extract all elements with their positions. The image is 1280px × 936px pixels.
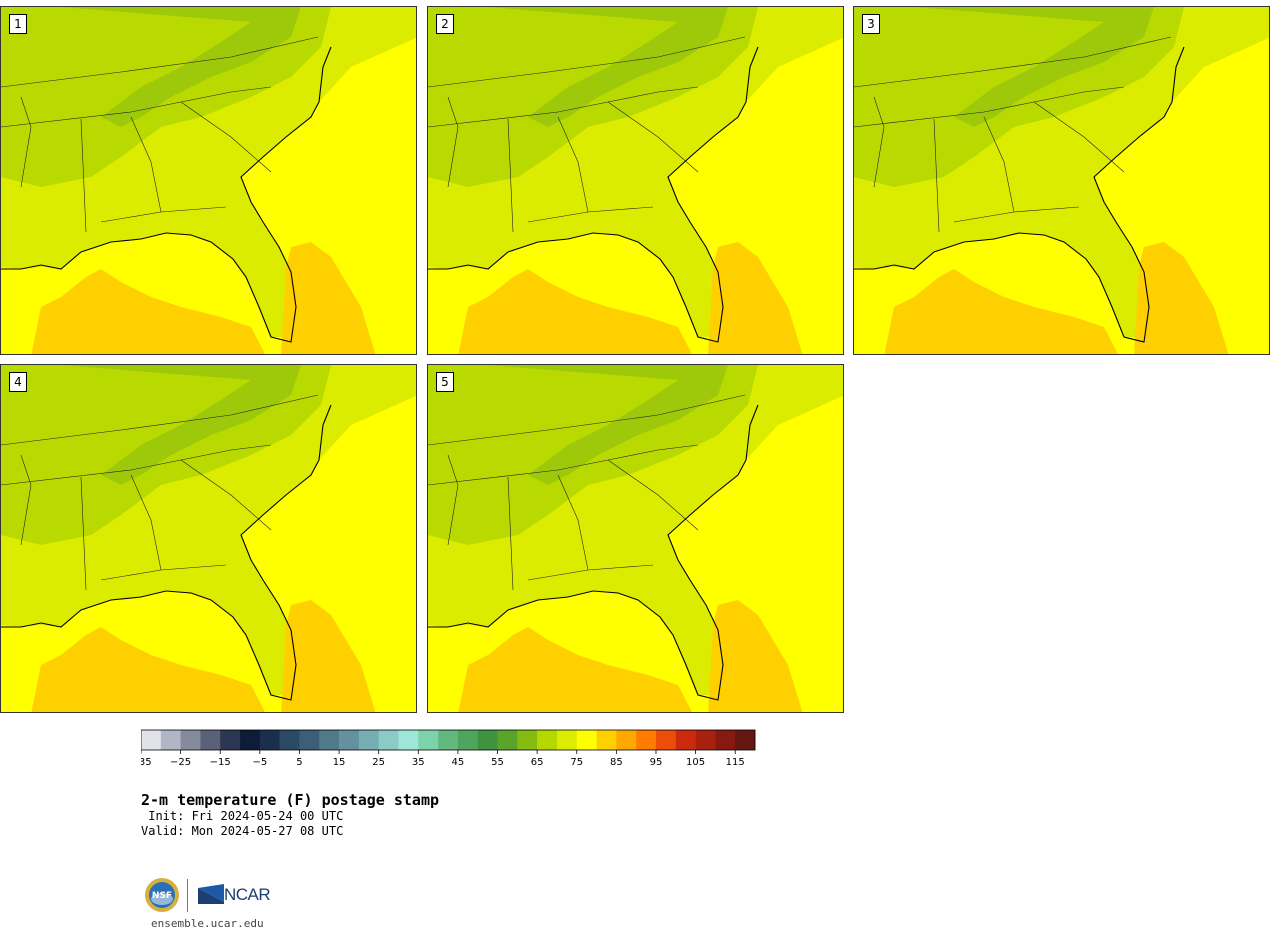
panel-number: 1 (9, 14, 27, 34)
init-time: Init: Fri 2024-05-24 00 UTC (141, 809, 344, 823)
colorbar-swatch (497, 730, 518, 750)
colorbar-swatch (160, 730, 181, 750)
colorbar-swatch (675, 730, 696, 750)
colorbar: −35 −25 −15 −5 5 15 25 35 45 55 65 75 85 95 105 115 (141, 729, 756, 768)
colorbar-swatch (339, 730, 360, 750)
colorbar-swatch (378, 730, 399, 750)
map-panel-2: 2 (427, 6, 844, 355)
colorbar-tick-label: 65 (531, 757, 544, 768)
colorbar-swatch (517, 730, 538, 750)
footer-url: ensemble.ucar.edu (151, 917, 264, 930)
map-panel-4: 4 (0, 364, 417, 713)
colorbar-swatch (655, 730, 677, 750)
colorbar-swatch (715, 730, 736, 750)
colorbar-tick-label: 85 (610, 757, 623, 768)
colorbar-tick-label: −25 (170, 757, 191, 768)
colorbar-tick-label: −15 (210, 757, 231, 768)
colorbar-swatch (279, 730, 300, 750)
temperature-map (1, 365, 416, 712)
temperature-map (1, 7, 416, 354)
colorbar-swatch (418, 730, 439, 750)
colorbar-swatch (398, 730, 419, 750)
colorbar-swatch (240, 730, 261, 750)
panel-number: 2 (436, 14, 454, 34)
colorbar-swatch (616, 730, 637, 750)
chart-title: 2-m temperature (F) postage stamp (141, 791, 440, 809)
map-panel-3: 3 (853, 6, 1270, 355)
colorbar-tick-label: −35 (141, 757, 152, 768)
colorbar-swatch (537, 730, 558, 750)
panel-number: 5 (436, 372, 454, 392)
valid-time: Valid: Mon 2024-05-27 08 UTC (141, 824, 344, 838)
ncar-logo-text: NCAR (224, 885, 271, 904)
colorbar-tick-label: 105 (686, 757, 705, 768)
temperature-map (428, 365, 843, 712)
colorbar-swatch (695, 730, 716, 750)
colorbar-swatch (457, 730, 479, 750)
colorbar-swatch (358, 730, 379, 750)
temperature-map (854, 7, 1269, 354)
colorbar-tick-label: 55 (491, 757, 504, 768)
colorbar-swatch (596, 730, 617, 750)
colorbar-outline (141, 729, 756, 751)
colorbar-tick-label: 115 (726, 757, 745, 768)
colorbar-swatch (477, 730, 498, 750)
colorbar-tick-label: 75 (570, 757, 583, 768)
colorbar-swatch (576, 730, 597, 750)
colorbar-swatch (735, 730, 756, 750)
colorbar-tick-label: 35 (412, 757, 425, 768)
panel-number: 3 (862, 14, 880, 34)
temperature-map (428, 7, 843, 354)
colorbar-tick-label: 95 (650, 757, 663, 768)
map-panel-5: 5 (427, 364, 844, 713)
colorbar-swatch (319, 730, 340, 750)
logo-divider (187, 879, 188, 912)
colorbar-swatch (220, 730, 241, 750)
colorbar-swatch (180, 730, 201, 750)
panel-number: 4 (9, 372, 27, 392)
map-panel-1: 1 (0, 6, 417, 355)
colorbar-swatch (438, 730, 459, 750)
colorbar-swatch (299, 730, 320, 750)
colorbar-tick-label: −5 (252, 757, 267, 768)
colorbar-swatch (200, 730, 221, 750)
colorbar-swatch (259, 730, 280, 750)
colorbar-tick-label: 5 (296, 757, 302, 768)
ncar-logo-icon (198, 884, 224, 904)
colorbar-swatch (141, 730, 162, 750)
colorbar-tick-label: 25 (372, 757, 385, 768)
nsf-logo-icon: NSF (145, 878, 179, 912)
colorbar-tick-label: 15 (333, 757, 346, 768)
colorbar-swatch (636, 730, 657, 750)
svg-text:NSF: NSF (152, 891, 172, 901)
colorbar-swatch (556, 730, 578, 750)
colorbar-tick-label: 45 (452, 757, 465, 768)
